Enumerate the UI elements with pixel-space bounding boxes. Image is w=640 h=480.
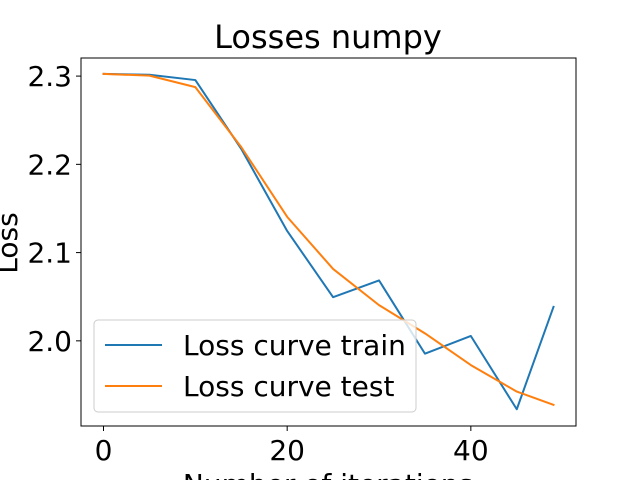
x-tick-label-2: 40 [453,434,489,467]
series-line-2 [102,72,555,407]
chart-title: Losses numpy [214,18,442,56]
x-tick-label-1: 20 [269,434,305,467]
y-tick-label-2: 2.2 [27,148,72,181]
x-tick-label-0: 0 [95,434,113,467]
legend: Loss curve train Loss curve test [93,319,417,413]
plot-frame [80,57,577,427]
x-axis-label: Number of iterations [183,468,473,480]
legend-label-2: Loss curve test [183,370,394,403]
series-line-1 [102,72,555,411]
legend-box [93,319,417,413]
y-tick-label-0: 2.0 [27,325,72,358]
y-axis-label: Loss [0,212,24,273]
legend-label-1: Loss curve train [183,329,406,362]
y-tick-label-3: 2.3 [27,60,72,93]
y-tick-label-1: 2.1 [27,237,72,270]
